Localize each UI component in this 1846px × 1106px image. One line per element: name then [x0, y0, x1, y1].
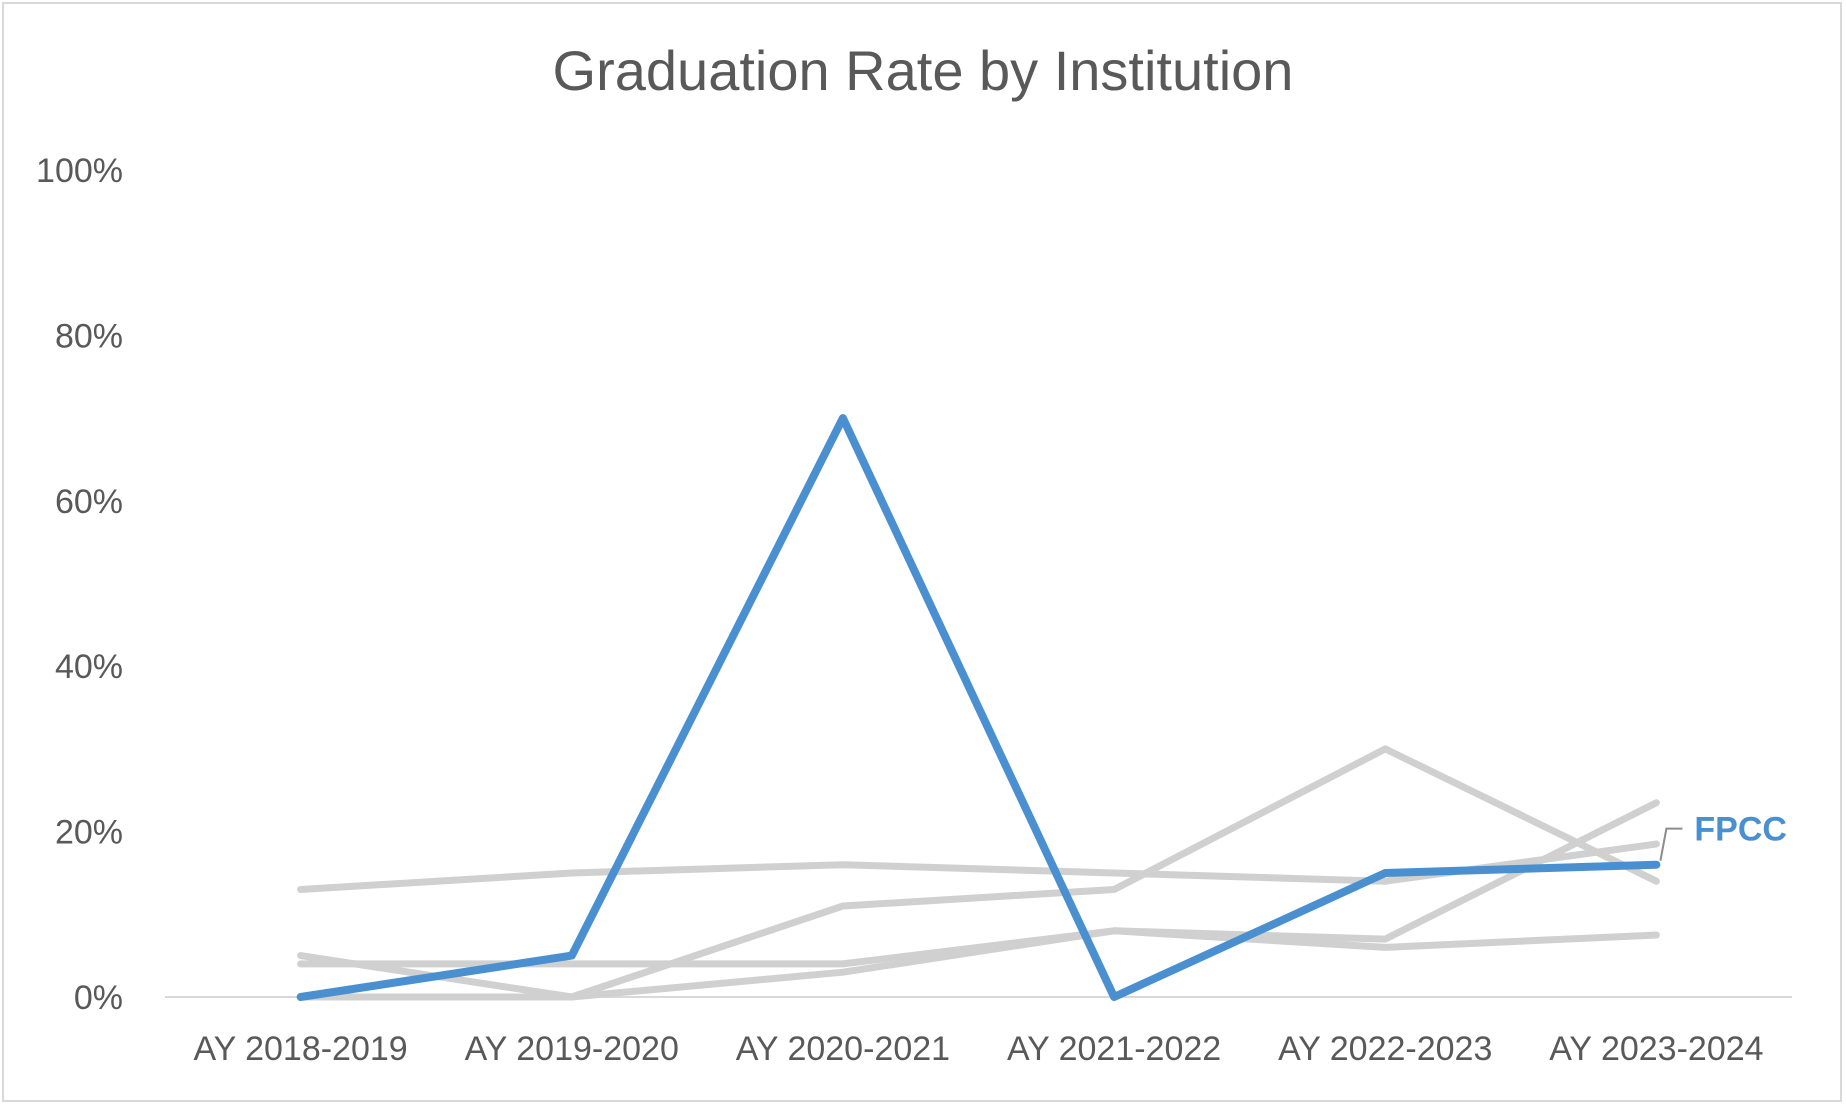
- series-line: [297, 745, 1660, 1001]
- x-tick-label: AY 2023-2024: [1549, 1030, 1763, 1068]
- data-label-leader-line: [1659, 827, 1683, 861]
- series-line: [297, 840, 1660, 893]
- series-line-fpcc: [296, 414, 1661, 1001]
- chart-title: Graduation Rate by Institution: [552, 39, 1294, 102]
- x-tick-label: AY 2018-2019: [193, 1030, 407, 1068]
- y-tick-label: 40%: [55, 648, 123, 686]
- series-line: [297, 927, 1660, 968]
- x-tick-label: AY 2020-2021: [736, 1030, 950, 1068]
- x-tick-label: AY 2021-2022: [1007, 1030, 1221, 1068]
- y-tick-label: 20%: [55, 814, 123, 852]
- y-tick-label: 60%: [55, 483, 123, 521]
- x-tick-label: AY 2019-2020: [465, 1030, 679, 1068]
- y-tick-label: 80%: [55, 317, 123, 355]
- x-tick-label: AY 2022-2023: [1278, 1030, 1492, 1068]
- series-line: [297, 799, 1660, 1001]
- y-tick-label: 100%: [36, 152, 123, 190]
- series-data-label: FPCC: [1694, 811, 1787, 849]
- y-tick-label: 0%: [74, 979, 123, 1017]
